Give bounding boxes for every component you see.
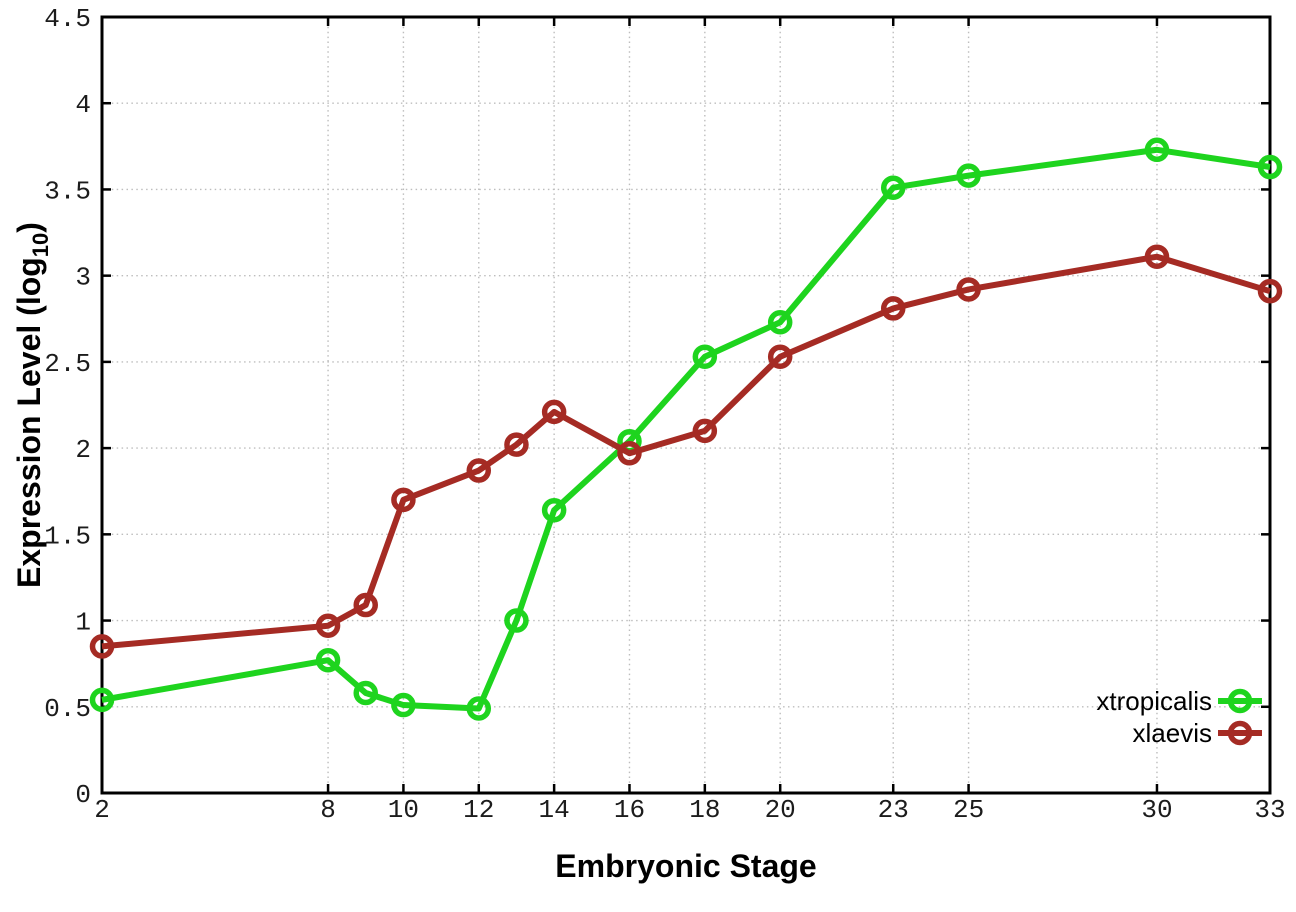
x-tick-label: 25	[953, 795, 984, 825]
data-point-xtropicalis	[315, 647, 341, 673]
data-point-xlaevis	[956, 277, 981, 302]
data-point-xtropicalis	[1144, 137, 1170, 163]
plot-border	[100, 15, 1272, 795]
y-tick-label: 2.5	[44, 349, 91, 379]
legend-label-xtropicalis: xtropicalis	[1096, 686, 1212, 716]
y-tick-label: 3.5	[44, 176, 91, 206]
x-tick-label: 33	[1254, 795, 1285, 825]
x-tick-label: 8	[320, 795, 336, 825]
x-tick-label: 16	[614, 795, 645, 825]
series-line-xlaevis	[101, 253, 1271, 650]
legend-sample-marker-xlaevis	[1227, 720, 1253, 746]
data-point-xtropicalis	[353, 680, 378, 706]
data-point-xtropicalis	[767, 309, 793, 335]
data-point-xlaevis	[391, 487, 416, 513]
data-point-xtropicalis	[956, 163, 981, 188]
x-tick-label: 30	[1141, 795, 1172, 825]
data-point-xlaevis	[617, 441, 642, 466]
x-tick-label: 12	[463, 795, 494, 825]
data-point-xtropicalis	[466, 696, 492, 721]
legend-sample-marker-xtropicalis	[1227, 688, 1253, 714]
data-point-xtropicalis	[504, 608, 529, 633]
y-tick-label: 4	[75, 90, 91, 120]
data-point-xlaevis	[541, 399, 567, 425]
legend-label-xlaevis: xlaevis	[1133, 718, 1212, 748]
x-axis-label: Embryonic Stage	[555, 848, 816, 884]
x-tick-label: 20	[765, 795, 796, 825]
data-point-xtropicalis	[880, 175, 906, 200]
y-tick-label: 2	[75, 435, 91, 465]
data-point-xtropicalis	[541, 497, 567, 523]
data-point-xtropicalis	[89, 687, 115, 713]
y-tick-label: 1.5	[44, 521, 91, 551]
x-tick-label: 14	[539, 795, 570, 825]
data-point-xlaevis	[767, 344, 793, 369]
y-axis-label: Expression Level (log10)	[11, 222, 53, 588]
data-point-xlaevis	[1257, 278, 1283, 304]
data-point-xlaevis	[315, 613, 341, 638]
y-tick-label: 1	[75, 608, 91, 638]
x-tick-label: 23	[878, 795, 909, 825]
data-point-xtropicalis	[1257, 154, 1283, 180]
y-tick-label: 0	[75, 780, 91, 810]
data-point-xlaevis	[89, 634, 115, 659]
data-point-xlaevis	[692, 418, 718, 444]
y-tick-label: 4.5	[44, 4, 91, 34]
data-point-xlaevis	[504, 432, 529, 457]
x-tick-label: 10	[388, 795, 419, 825]
y-tick-label: 3	[75, 263, 91, 293]
data-point-xtropicalis	[391, 692, 416, 718]
data-point-xlaevis	[1144, 244, 1170, 269]
series-line-xtropicalis	[101, 146, 1271, 712]
data-point-xlaevis	[880, 296, 906, 321]
x-tick-label: 18	[689, 795, 720, 825]
data-point-xtropicalis	[692, 344, 718, 369]
y-tick-label: 0.5	[44, 694, 91, 724]
data-point-xlaevis	[466, 458, 492, 483]
data-point-xlaevis	[353, 592, 378, 618]
x-tick-label: 2	[94, 795, 110, 825]
